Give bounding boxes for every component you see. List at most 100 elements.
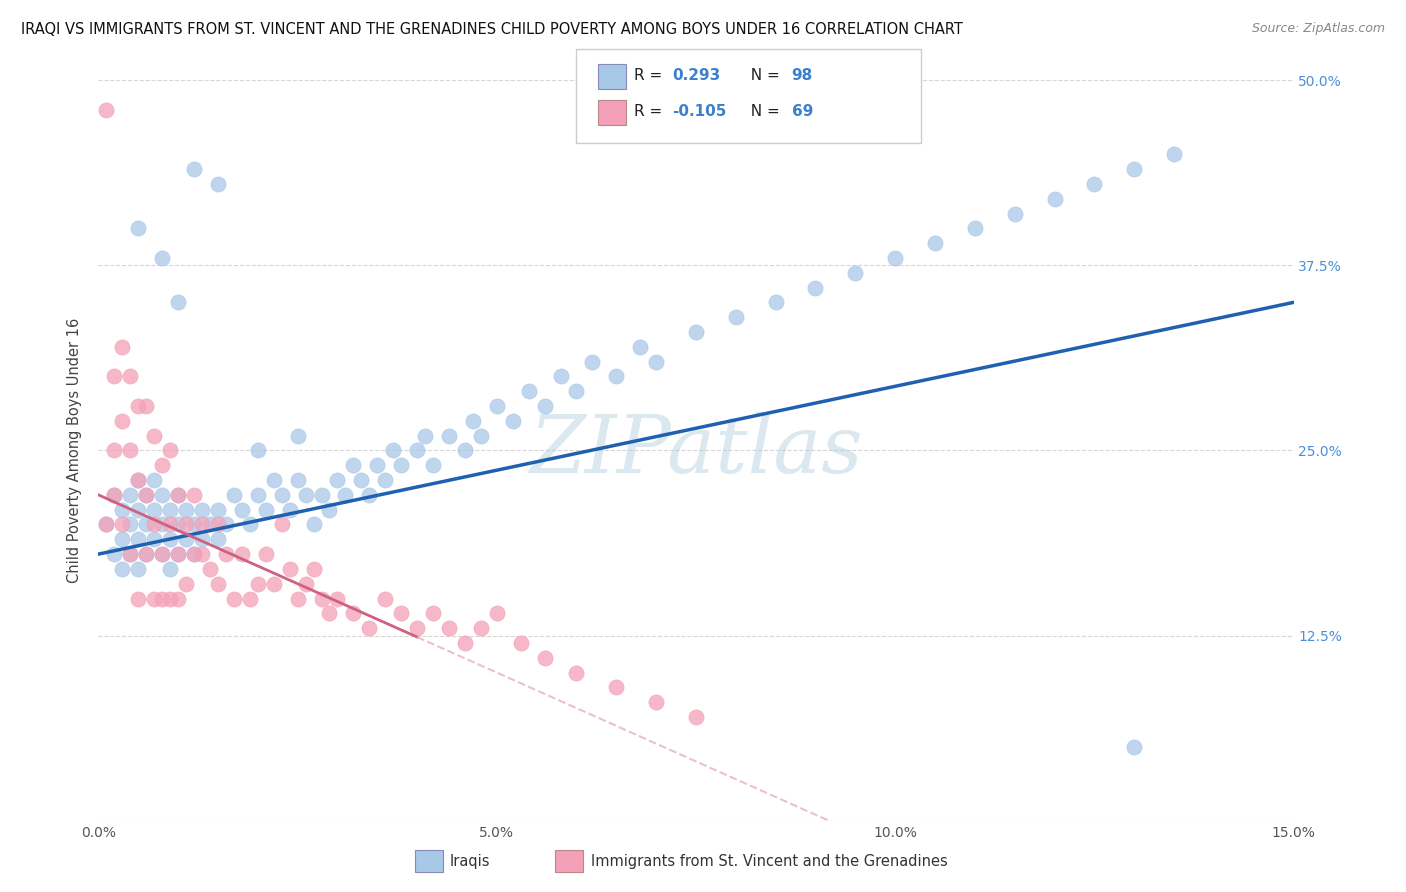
- Point: [143, 502, 166, 516]
- Point: [270, 517, 292, 532]
- Point: [159, 443, 181, 458]
- Point: [111, 502, 134, 516]
- Point: [96, 517, 118, 532]
- Point: [406, 443, 429, 458]
- Point: [326, 591, 349, 606]
- Point: [150, 488, 173, 502]
- Point: [207, 533, 229, 547]
- Text: 0.293: 0.293: [672, 69, 720, 83]
- Point: [342, 458, 364, 473]
- Point: [581, 354, 603, 368]
- Point: [167, 488, 190, 502]
- Point: [413, 428, 436, 442]
- Point: [628, 340, 651, 354]
- Point: [550, 369, 572, 384]
- Point: [167, 547, 190, 561]
- Point: [422, 458, 444, 473]
- Point: [565, 665, 588, 680]
- Point: [470, 428, 492, 442]
- Point: [103, 488, 125, 502]
- Point: [461, 414, 484, 428]
- Point: [263, 576, 285, 591]
- Point: [765, 295, 787, 310]
- Point: [246, 488, 269, 502]
- Text: ZIPatlas: ZIPatlas: [529, 412, 863, 489]
- Point: [533, 650, 555, 665]
- Point: [150, 251, 173, 265]
- Point: [96, 517, 118, 532]
- Point: [159, 517, 181, 532]
- Point: [207, 576, 229, 591]
- Text: Immigrants from St. Vincent and the Grenadines: Immigrants from St. Vincent and the Gren…: [591, 855, 948, 869]
- Point: [183, 488, 205, 502]
- Point: [231, 547, 253, 561]
- Point: [167, 517, 190, 532]
- Point: [120, 369, 142, 384]
- Point: [191, 533, 214, 547]
- Point: [294, 576, 316, 591]
- Point: [509, 636, 531, 650]
- Point: [342, 607, 364, 621]
- Point: [335, 488, 357, 502]
- Point: [127, 473, 149, 487]
- Point: [359, 488, 381, 502]
- Point: [111, 414, 134, 428]
- Point: [120, 443, 142, 458]
- Text: 98: 98: [792, 69, 813, 83]
- Point: [318, 607, 340, 621]
- Point: [103, 547, 125, 561]
- Point: [191, 502, 214, 516]
- Point: [389, 607, 412, 621]
- Point: [167, 488, 190, 502]
- Point: [437, 621, 460, 635]
- Point: [454, 443, 477, 458]
- Point: [254, 502, 277, 516]
- Point: [294, 488, 316, 502]
- Point: [350, 473, 373, 487]
- Point: [1123, 162, 1146, 177]
- Point: [174, 517, 197, 532]
- Point: [222, 488, 245, 502]
- Point: [159, 502, 181, 516]
- Point: [96, 103, 118, 117]
- Point: [437, 428, 460, 442]
- Point: [246, 576, 269, 591]
- Point: [150, 547, 173, 561]
- Point: [485, 607, 508, 621]
- Point: [287, 473, 309, 487]
- Point: [120, 547, 142, 561]
- Point: [605, 681, 627, 695]
- Point: [183, 162, 205, 177]
- Point: [804, 280, 827, 294]
- Point: [167, 547, 190, 561]
- Point: [111, 533, 134, 547]
- Point: [120, 488, 142, 502]
- Point: [174, 576, 197, 591]
- Point: [359, 621, 381, 635]
- Point: [1123, 739, 1146, 754]
- Point: [724, 310, 747, 325]
- Point: [470, 621, 492, 635]
- Point: [143, 428, 166, 442]
- Point: [159, 591, 181, 606]
- Point: [239, 591, 262, 606]
- Point: [963, 221, 986, 235]
- Point: [302, 517, 325, 532]
- Point: [844, 266, 866, 280]
- Point: [191, 517, 214, 532]
- Point: [326, 473, 349, 487]
- Point: [374, 473, 396, 487]
- Point: [135, 488, 157, 502]
- Text: 69: 69: [792, 104, 813, 119]
- Point: [103, 443, 125, 458]
- Point: [159, 533, 181, 547]
- Point: [1083, 177, 1105, 191]
- Point: [120, 517, 142, 532]
- Point: [565, 384, 588, 399]
- Point: [183, 547, 205, 561]
- Point: [454, 636, 477, 650]
- Point: [127, 562, 149, 576]
- Point: [167, 295, 190, 310]
- Point: [254, 547, 277, 561]
- Text: N =: N =: [741, 69, 785, 83]
